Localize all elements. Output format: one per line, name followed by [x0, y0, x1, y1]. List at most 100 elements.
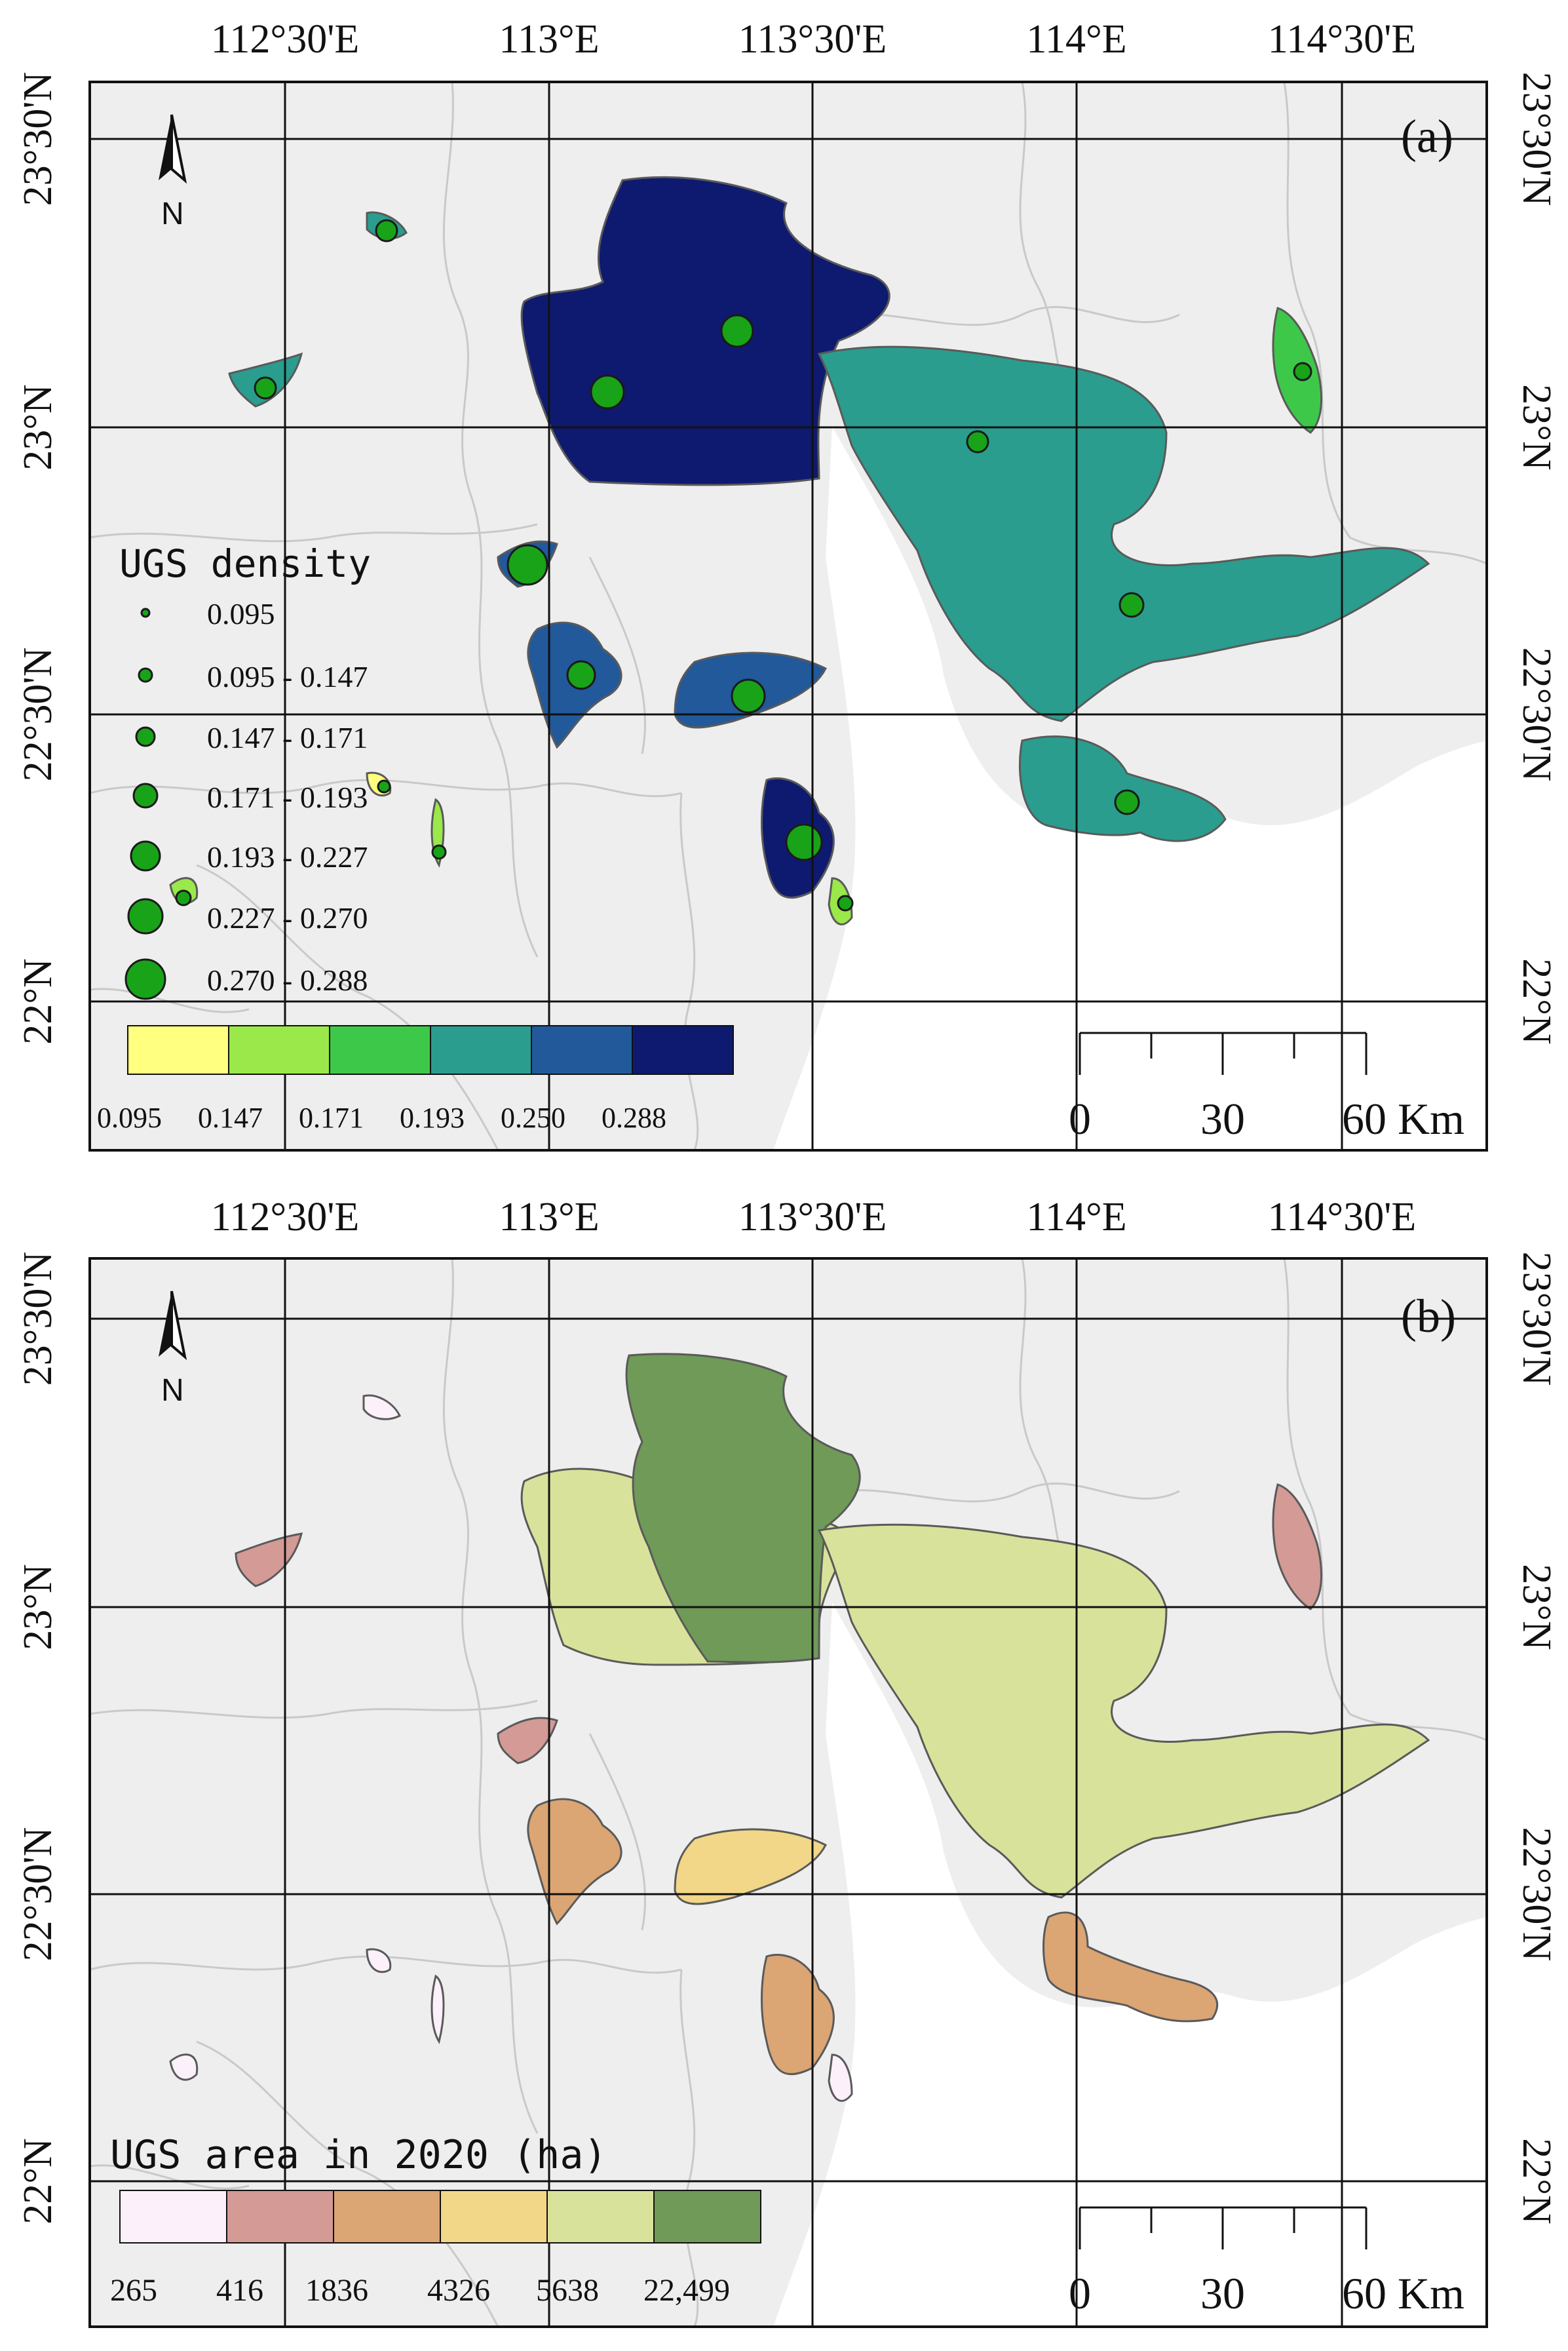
ramp-label: 0.288 [602, 1102, 666, 1134]
ramp-label: 0.171 [299, 1102, 364, 1134]
legend-class: 0.147 - 0.171 [207, 721, 368, 754]
panel-a: 112°30'E 113°E 113°30'E 114°E 114°30'E [16, 17, 1559, 1152]
ramp-swatch [226, 2190, 334, 2244]
legend-symbol [135, 726, 156, 747]
admin-boundaries [90, 82, 1487, 1150]
density-legend: UGS density 0.095 0.095 - 0.147 0.147 - … [119, 541, 371, 1000]
legend-class: 0.270 - 0.288 [207, 963, 368, 997]
lat-label-left-23-30: 23°30'N [16, 1252, 60, 1386]
lat-label-right-22: 22°N [1514, 958, 1559, 1045]
region-huizhou [1272, 1483, 1322, 1610]
region-jiangmen [527, 1798, 622, 1926]
density-point [1293, 362, 1312, 381]
lon-label-112-30: 112°30'E [211, 17, 360, 62]
graticule-a [90, 82, 1487, 1150]
region-hong-kong [1018, 735, 1227, 842]
density-point [375, 219, 398, 243]
density-point [837, 895, 854, 912]
map-b: N (b) UGS area in 2020 (ha) 265 416 1836… [90, 1258, 1487, 2327]
map-frame-a [88, 81, 1488, 1152]
map-frame-b [88, 1257, 1488, 2328]
ramp-swatch [333, 2190, 441, 2244]
ramp-label: 1836 [305, 2273, 368, 2308]
lon-label-113: 113°E [499, 17, 599, 62]
lat-label-right-23: 23°N [1514, 384, 1559, 471]
ramp-label: 0.250 [501, 1102, 565, 1134]
legend-symbol [138, 667, 153, 683]
legend-symbol [124, 958, 166, 1000]
density-point [254, 376, 277, 400]
legend-title-a: UGS density [119, 541, 371, 586]
ramp-label: 265 [110, 2273, 157, 2308]
lon-label-114-30: 114°30'E [1268, 1195, 1417, 1239]
legend-title-b: UGS area in 2020 (ha) [110, 2132, 607, 2178]
region-guangzhou [625, 1353, 861, 1663]
ramp-swatch [127, 1025, 229, 1075]
density-point [175, 889, 192, 906]
legend-symbol [127, 898, 164, 935]
ramp-label: 5638 [536, 2273, 599, 2308]
ramp-swatch [440, 2190, 548, 2244]
lon-label-113-30: 113°30'E [738, 1195, 887, 1239]
legend-symbol [132, 783, 159, 809]
lat-label-right-23: 23°N [1514, 1564, 1559, 1650]
lat-label-left-22-30: 22°30'N [16, 648, 60, 782]
density-point [377, 779, 391, 794]
scale-label: 0 [1069, 1094, 1091, 1144]
region-small-1 [366, 1948, 392, 1973]
region-macau [828, 2053, 853, 2102]
lon-label-112-30: 112°30'E [211, 1195, 360, 1239]
lat-label-left-22: 22°N [16, 2138, 60, 2225]
density-point [431, 844, 447, 860]
sea [773, 1603, 1487, 2327]
region-zhaoqing-north [362, 1394, 402, 1420]
legend-class: 0.171 - 0.193 [207, 781, 368, 814]
legend-class: 0.193 - 0.227 [207, 840, 368, 874]
density-point [966, 430, 989, 454]
density-point [731, 678, 766, 714]
ramp-label: 0.147 [198, 1102, 263, 1134]
density-point [1119, 592, 1145, 618]
region-hong-kong [1042, 1911, 1219, 2023]
legend-class: 0.227 - 0.270 [207, 901, 368, 935]
legend-class: 0.095 [207, 597, 275, 631]
sea [773, 426, 1487, 1150]
lon-label-114-30: 114°30'E [1268, 17, 1417, 62]
region-small-3 [169, 2053, 199, 2081]
lat-label-right-22-30: 22°30'N [1514, 1827, 1559, 1962]
ramp-swatch [430, 1025, 532, 1075]
ramp-label: 0.193 [400, 1102, 465, 1134]
scale-bar-b [1079, 2206, 1367, 2249]
ramp-swatch [228, 1025, 330, 1075]
ramp-label: 416 [216, 2273, 263, 2308]
lat-label-left-23: 23°N [16, 1564, 60, 1650]
map-a: N (a) UGS density 0.095 0.095 - [90, 82, 1487, 1150]
lat-label-right-23-30: 23°30'N [1514, 1252, 1559, 1386]
ramp-swatch [546, 2190, 655, 2244]
scale-label: 30 [1200, 2268, 1245, 2318]
panel-b: 112°30'E 113°E 113°30'E 114°E 114°30'E [16, 1195, 1559, 2328]
lat-label-right-23-30: 23°30'N [1514, 72, 1559, 206]
ugs-polygons-b [169, 1353, 1430, 2102]
north-label: N [161, 197, 184, 231]
ramp-label: 0.095 [97, 1102, 162, 1134]
scale-label: 30 [1200, 1094, 1245, 1144]
ramp-swatch [329, 1025, 431, 1075]
ramp-swatch [531, 1025, 633, 1075]
ramp-swatch [632, 1025, 734, 1075]
lat-label-left-23: 23°N [16, 384, 60, 471]
ramp-label: 22,499 [643, 2273, 730, 2308]
lat-label-left-22: 22°N [16, 958, 60, 1045]
north-arrow-b: N [159, 1291, 187, 1408]
lon-label-113: 113°E [499, 1195, 599, 1239]
density-point [720, 314, 754, 348]
color-ramp-b [119, 2190, 761, 2244]
north-label: N [161, 1373, 184, 1408]
scale-bar-a [1079, 1032, 1367, 1075]
lat-label-left-22-30: 22°30'N [16, 1827, 60, 1962]
legend-class: 0.095 - 0.147 [207, 660, 368, 693]
density-point [590, 374, 625, 410]
region-jiangmen-north [497, 1717, 558, 1764]
north-arrow-a: N [159, 114, 187, 231]
